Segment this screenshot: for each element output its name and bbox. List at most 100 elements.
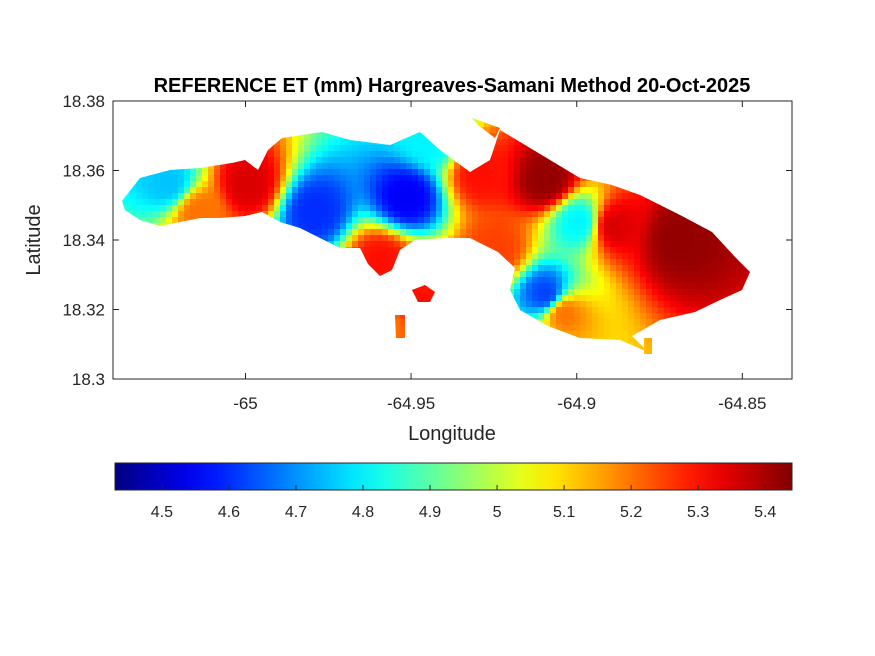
heatmap-cell <box>334 157 341 164</box>
heatmap-cell <box>718 241 725 248</box>
heatmap-cell <box>478 217 485 224</box>
heatmap-cell <box>544 283 551 290</box>
heatmap-cell <box>340 241 347 248</box>
heatmap-cell <box>442 199 449 206</box>
heatmap-cell <box>262 163 269 170</box>
heatmap-cell <box>718 259 725 266</box>
heatmap-cell <box>652 217 659 224</box>
heatmap-cell <box>670 235 677 242</box>
heatmap-cell <box>418 139 425 146</box>
heatmap-cell <box>256 169 263 176</box>
heatmap-cell <box>340 223 347 230</box>
heatmap-cell <box>346 211 353 218</box>
heatmap-cell <box>634 217 641 224</box>
heatmap-cell <box>592 187 599 194</box>
heatmap-cell <box>610 319 617 326</box>
heatmap-cell <box>448 217 455 224</box>
heatmap-cell <box>364 151 371 158</box>
heatmap-cell <box>706 271 713 278</box>
heatmap-cell <box>694 301 701 308</box>
heatmap-cell <box>208 181 215 188</box>
heatmap-cell <box>382 223 389 230</box>
heatmap-cell <box>412 235 419 242</box>
heatmap-cell <box>592 247 599 254</box>
heatmap-cell <box>460 187 467 194</box>
heatmap-cell <box>202 187 209 194</box>
heatmap-cell <box>586 181 593 188</box>
heatmap-cell <box>502 223 509 230</box>
heatmap-cell <box>376 229 383 236</box>
heatmap-cell <box>400 217 407 224</box>
heatmap-cell <box>652 229 659 236</box>
heatmap-cell <box>556 211 563 218</box>
heatmap-cell <box>418 199 425 206</box>
heatmap-cell <box>406 163 413 170</box>
heatmap-cell <box>298 157 305 164</box>
heatmap-cell <box>262 181 269 188</box>
heatmap-cell <box>556 217 563 224</box>
heatmap-cell <box>280 145 287 152</box>
heatmap-cell <box>550 181 557 188</box>
heatmap-cell <box>670 313 677 320</box>
heatmap-cell <box>664 211 671 218</box>
heatmap-cell <box>544 163 551 170</box>
heatmap-cell <box>382 265 389 272</box>
heatmap-cell <box>340 199 347 206</box>
colorbar-tick-label: 4.5 <box>151 504 173 521</box>
heatmap-cell <box>274 193 281 200</box>
heatmap-cell <box>154 199 161 206</box>
heatmap-cell <box>538 187 545 194</box>
heatmap-cell <box>502 175 509 182</box>
heatmap-cell <box>376 241 383 248</box>
heatmap-cell <box>394 163 401 170</box>
heatmap-cell <box>634 205 641 212</box>
heatmap-cell <box>580 217 587 224</box>
heatmap-cell <box>496 157 503 164</box>
heatmap-cell <box>580 331 587 338</box>
heatmap-cell <box>634 235 641 242</box>
heatmap-cell <box>646 253 653 260</box>
heatmap-cell <box>394 229 401 236</box>
heatmap-cell <box>526 211 533 218</box>
heatmap-cell <box>580 301 587 308</box>
heatmap-cell <box>286 199 293 206</box>
heatmap-cell <box>538 235 545 242</box>
heatmap-cell <box>520 193 527 200</box>
heatmap-cell <box>202 211 209 218</box>
heatmap-cell <box>340 151 347 158</box>
heatmap-cell <box>352 139 359 146</box>
heatmap-cell <box>676 283 683 290</box>
heatmap-cell <box>508 199 515 206</box>
heatmap-cell <box>592 181 599 188</box>
heatmap-cell <box>322 157 329 164</box>
heatmap-cell <box>700 277 707 284</box>
heatmap-cell <box>586 259 593 266</box>
heatmap-cell <box>586 283 593 290</box>
heatmap-cell <box>418 211 425 218</box>
heatmap-cell <box>304 181 311 188</box>
heatmap-cell <box>334 235 341 242</box>
heatmap-cell <box>154 181 161 188</box>
heatmap-cell <box>700 259 707 266</box>
heatmap-cell <box>364 175 371 182</box>
heatmap-cell <box>604 295 611 302</box>
heatmap-cell <box>526 151 533 158</box>
heatmap-cell <box>556 307 563 314</box>
heatmap-cell <box>586 217 593 224</box>
heatmap-cell <box>538 301 545 308</box>
heatmap-cell <box>628 205 635 212</box>
heatmap-cell <box>664 253 671 260</box>
heatmap-cell <box>514 211 521 218</box>
heatmap-cell <box>538 247 545 254</box>
heatmap-cell <box>514 139 521 146</box>
heatmap-cell <box>634 295 641 302</box>
heatmap-cell <box>358 145 365 152</box>
heatmap-cell <box>712 259 719 266</box>
heatmap-cell <box>130 199 137 206</box>
heatmap-cell <box>550 277 557 284</box>
heatmap-cell <box>376 271 383 278</box>
heatmap-cell <box>628 325 635 332</box>
heatmap-cell <box>658 241 665 248</box>
heatmap-cell <box>550 163 557 170</box>
heatmap-cell <box>370 163 377 170</box>
